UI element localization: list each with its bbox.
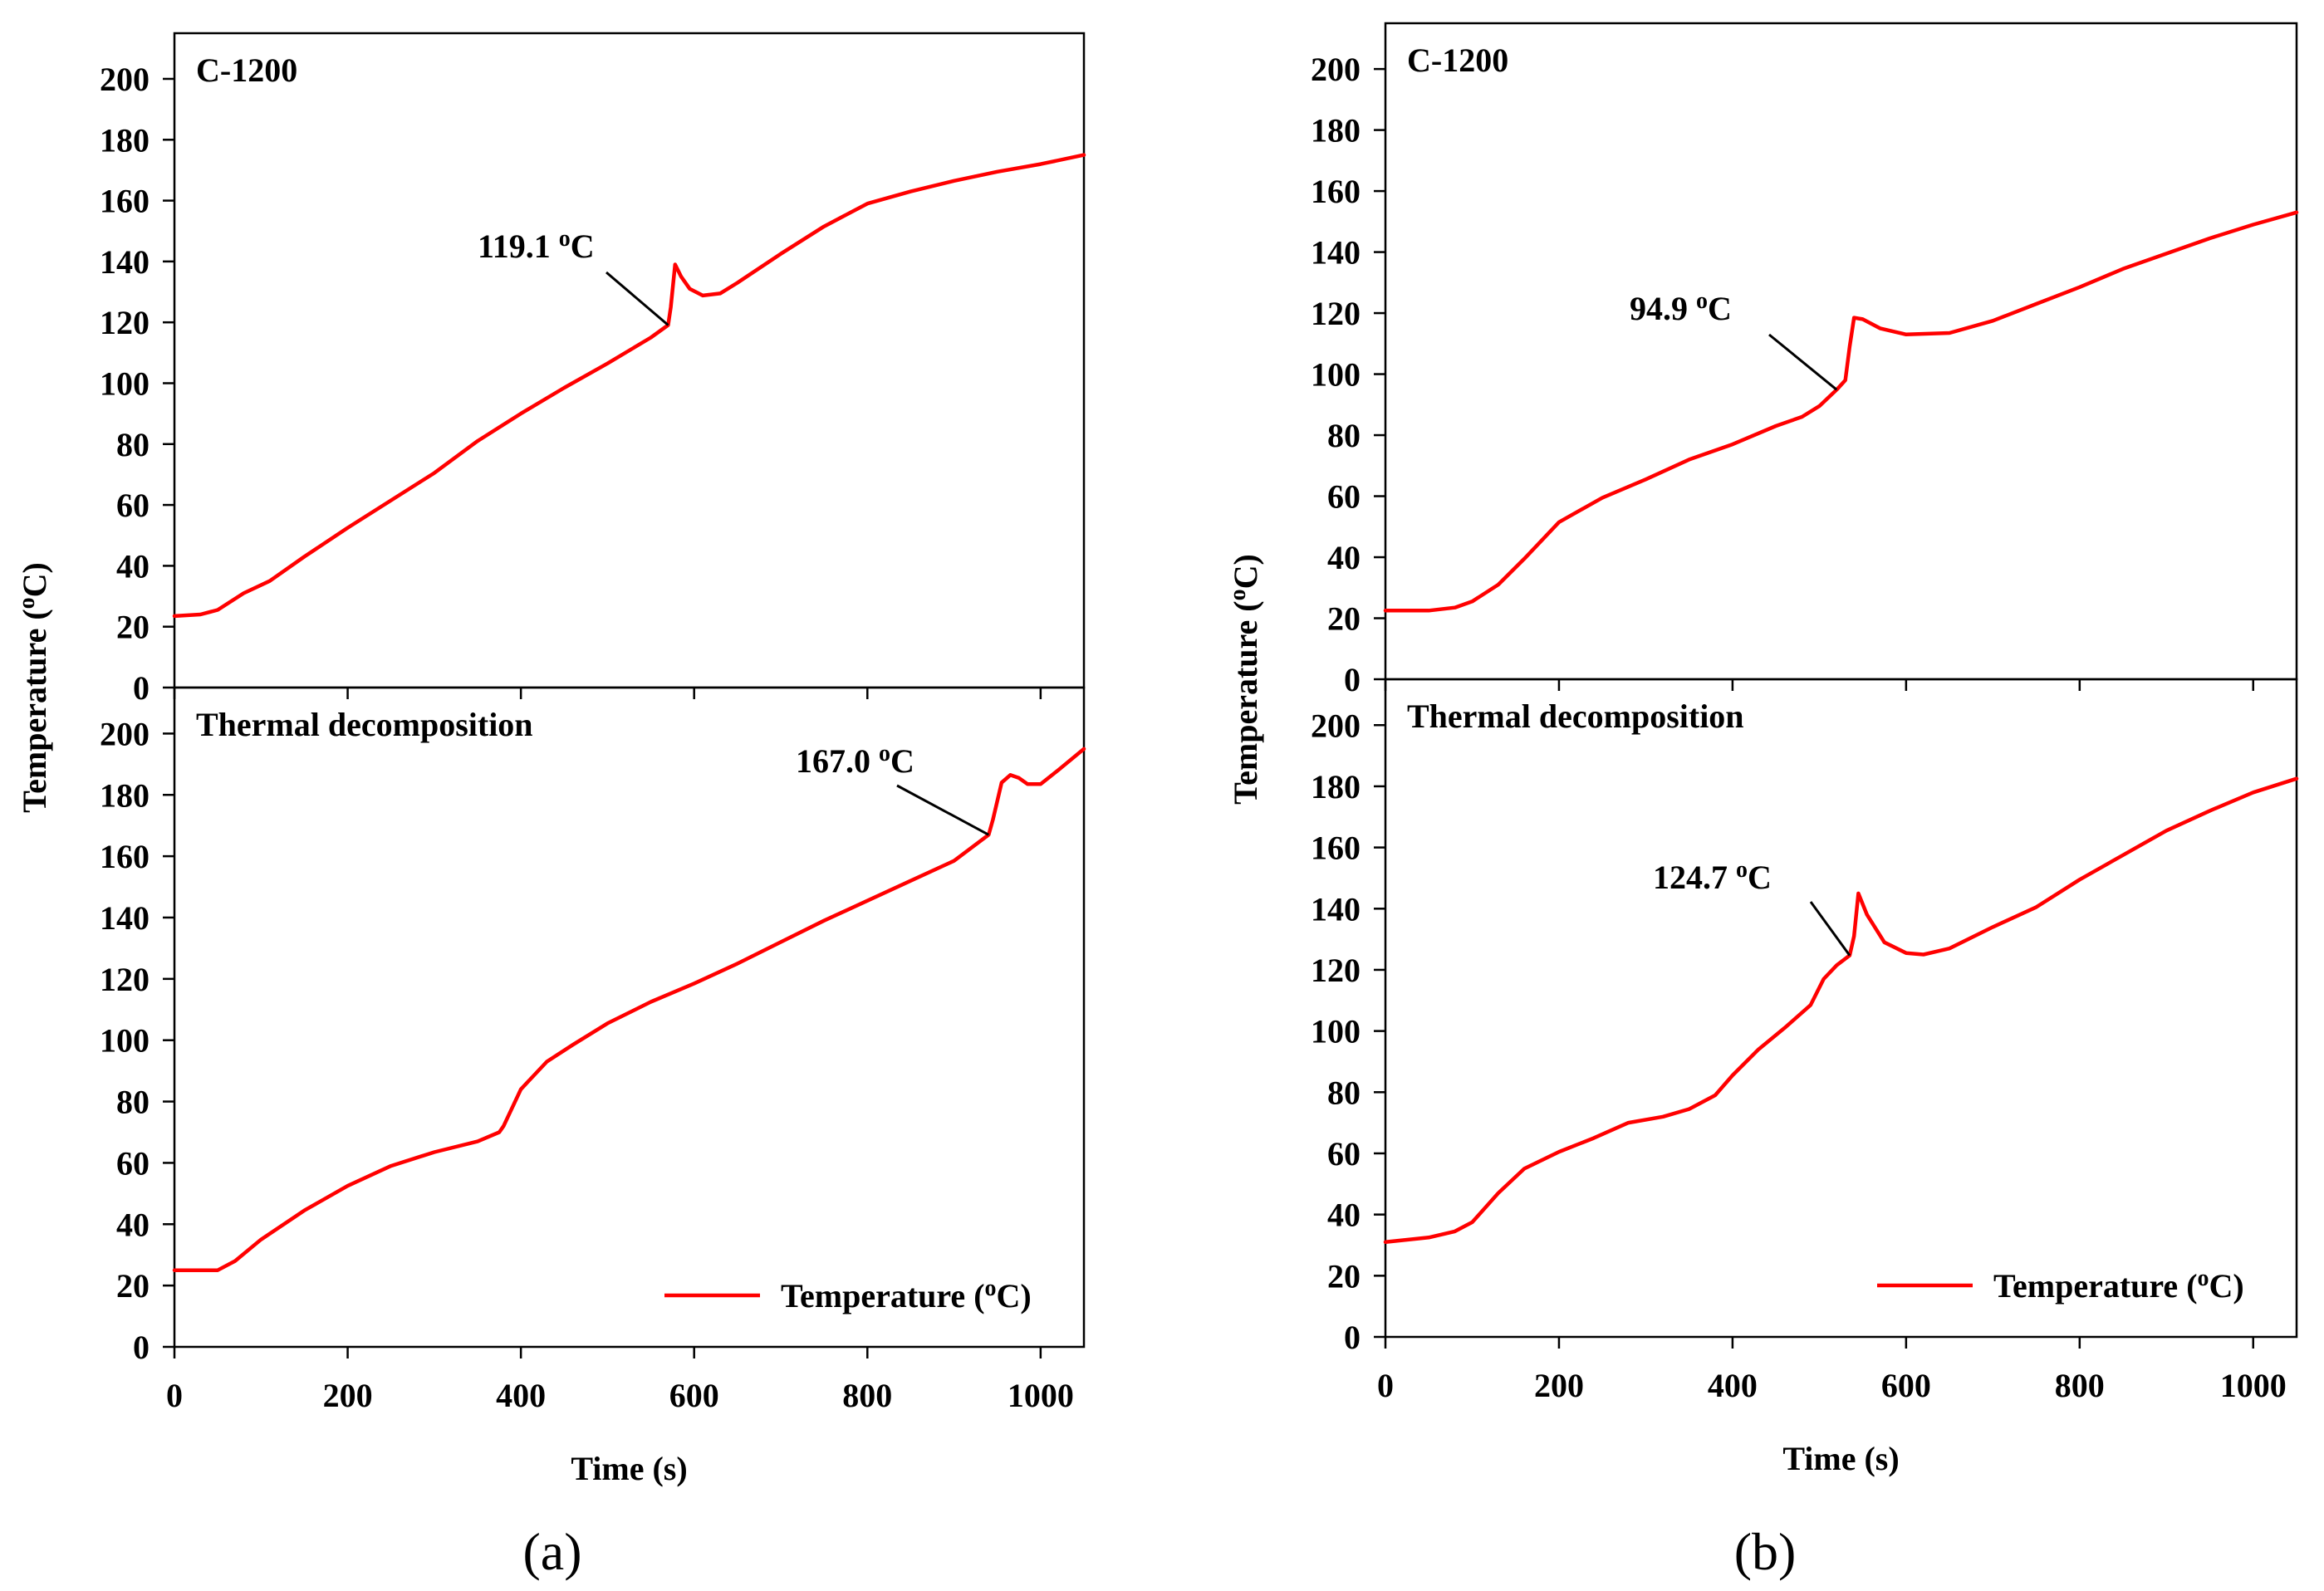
y-tick-label: 120 xyxy=(100,961,150,998)
plot-frame xyxy=(173,32,1086,689)
y-axis-label: Temperature (oC) xyxy=(1225,554,1264,805)
y-tick-label: 60 xyxy=(116,487,150,524)
y-tick-label: 160 xyxy=(1311,173,1361,210)
y-tick-label: 200 xyxy=(100,715,150,752)
y-tick-label: 80 xyxy=(1327,1074,1361,1111)
x-tick-label: 400 xyxy=(496,1377,546,1414)
subplot-b-top: 0 20 40 60 80 100 120 140 160 180 200 Temperature (… xyxy=(1225,22,2299,805)
y-tick-label: 40 xyxy=(116,547,150,585)
y-tick-label: 60 xyxy=(1327,1135,1361,1172)
y-tick-label: 140 xyxy=(1311,890,1361,928)
x-tick-label: 800 xyxy=(842,1377,892,1414)
y-tick-label: 140 xyxy=(1311,234,1361,272)
subplot-title: C-1200 xyxy=(196,51,297,89)
subplot-a-bottom: 0 20 40 60 80 100 120 140 160 180 200 0 200 400 600 800… xyxy=(100,686,1086,1487)
plot-frame xyxy=(1384,678,2298,1339)
x-tick-label: 1000 xyxy=(2220,1367,2287,1404)
series-line xyxy=(1383,210,2299,613)
x-tick-label: 400 xyxy=(1708,1367,1758,1404)
y-tick-label: 200 xyxy=(1311,51,1361,88)
x-tick-label: 0 xyxy=(1377,1367,1394,1404)
y-tick-label: 100 xyxy=(100,365,150,402)
subplot-b-bottom: 0 20 40 60 80 100 120 140 160 180 200 0 200 400 600 800… xyxy=(1311,678,2299,1477)
x-tick-label: 800 xyxy=(2055,1367,2105,1404)
y-tick-label: 140 xyxy=(100,243,150,281)
legend-label: Temperature (oC) xyxy=(1993,1265,2244,1305)
y-tick-label: 0 xyxy=(133,669,150,707)
x-tick-label: 200 xyxy=(323,1377,373,1414)
y-tick-label: 0 xyxy=(133,1329,150,1366)
annotation-leader-line xyxy=(896,784,989,836)
y-tick-label: 120 xyxy=(1311,295,1361,332)
y-tick-label: 20 xyxy=(1327,1257,1361,1295)
y-tick-label: 20 xyxy=(116,1267,150,1305)
subplot-title: Thermal decomposition xyxy=(1407,698,1744,735)
y-tick-label: 40 xyxy=(1327,539,1361,576)
y-tick-label: 200 xyxy=(1311,707,1361,744)
y-tick-label: 160 xyxy=(100,838,150,875)
x-axis-label: Time (s) xyxy=(571,1450,687,1487)
series-line xyxy=(172,747,1086,1272)
annotation-leader-line xyxy=(606,271,669,326)
subplot-title: C-1200 xyxy=(1407,42,1508,79)
y-tick-label: 160 xyxy=(100,183,150,220)
y-tick-label: 200 xyxy=(100,61,150,98)
y-tick-label: 180 xyxy=(1311,768,1361,805)
y-tick-label: 80 xyxy=(116,1084,150,1121)
panel-label-b: (b) xyxy=(1734,1522,1797,1581)
subplot-title: Thermal decomposition xyxy=(196,706,533,743)
y-tick-label: 80 xyxy=(116,426,150,463)
x-tick-label: 1000 xyxy=(1008,1377,1074,1414)
y-tick-label: 60 xyxy=(1327,478,1361,516)
x-tick-label: 600 xyxy=(1881,1367,1931,1404)
y-tick-label: 160 xyxy=(1311,830,1361,867)
annotation-label: 119.1 oC xyxy=(478,226,595,265)
y-tick-label: 40 xyxy=(116,1206,150,1243)
x-tick-label: 0 xyxy=(166,1377,183,1414)
series-line xyxy=(1383,776,2299,1245)
y-tick-label: 180 xyxy=(1311,112,1361,149)
annotation-label: 124.7 oC xyxy=(1653,857,1772,896)
y-tick-label: 40 xyxy=(1327,1197,1361,1234)
x-tick-label: 200 xyxy=(1534,1367,1584,1404)
y-tick-label: 120 xyxy=(100,304,150,341)
plot-frame xyxy=(173,686,1086,1349)
panel-label-a: (a) xyxy=(522,1522,581,1581)
x-axis-label: Time (s) xyxy=(1782,1440,1899,1477)
y-tick-label: 0 xyxy=(1344,1319,1361,1356)
y-axis-label: Temperature (oC) xyxy=(14,562,53,813)
y-tick-label: 140 xyxy=(100,899,150,937)
y-tick-label: 20 xyxy=(1327,600,1361,638)
annotation-label: 94.9 oC xyxy=(1630,288,1732,327)
subplot-a-top: 0 20 40 60 80 100 120 140 160 180 200 Temperature (… xyxy=(14,32,1086,813)
y-tick-label: 60 xyxy=(116,1144,150,1182)
y-tick-label: 100 xyxy=(1311,356,1361,394)
annotation-label: 167.0 oC xyxy=(796,741,914,780)
y-tick-label: 0 xyxy=(1344,661,1361,698)
y-tick-label: 20 xyxy=(116,609,150,646)
y-tick-label: 180 xyxy=(100,776,150,814)
y-tick-label: 80 xyxy=(1327,417,1361,454)
plot-frame xyxy=(1384,22,2298,681)
x-tick-label: 600 xyxy=(669,1377,719,1414)
series-line xyxy=(172,153,1086,619)
y-tick-label: 100 xyxy=(1311,1013,1361,1050)
y-tick-label: 120 xyxy=(1311,952,1361,989)
annotation-leader-line xyxy=(1768,333,1838,391)
annotation-leader-line xyxy=(1809,901,1851,957)
y-tick-label: 180 xyxy=(100,121,150,159)
legend-label: Temperature (oC) xyxy=(781,1275,1032,1314)
y-tick-label: 100 xyxy=(100,1022,150,1060)
